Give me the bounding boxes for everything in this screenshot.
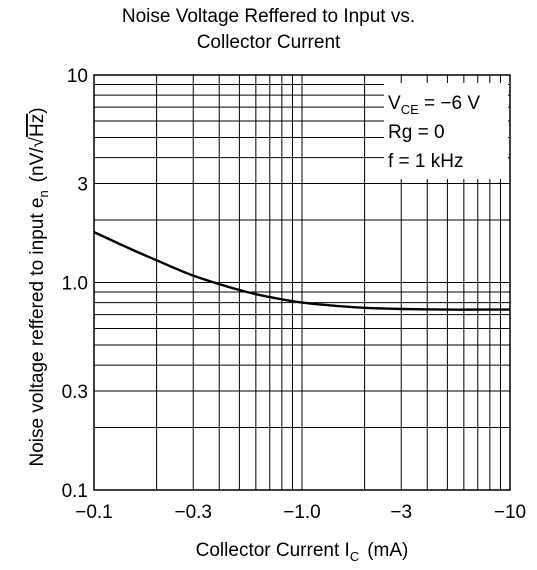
x-tick-label: −3 [390,502,412,523]
y-tick-label: 0.3 [62,382,88,403]
annotation-text: f = 1 kHz [388,151,464,172]
series-group [93,231,510,311]
y-axis-label-unit-pre: (nV/√ [27,136,48,182]
y-tick-label: 3 [77,174,88,195]
x-axis-label: Collector Current IC (mA) [196,540,409,564]
annotation-text: Rg = 0 [388,122,445,143]
y-tick-label: 10 [67,66,88,87]
y-axis-label: Noise voltage reffered to input en (nV/√H… [27,107,51,466]
plot-frame [93,74,511,491]
y-axis-label-unit-post: ) [27,107,48,113]
y-tick-label: 1.0 [62,274,88,295]
x-tick-label: −0.3 [174,502,212,523]
chart-title-line-2: Collector Current [196,32,341,53]
annotations: VCE = −6 V Rg = 0 f = 1 kHz [388,93,480,172]
annotation-box [384,83,508,179]
x-axis-label-sub: C [350,549,359,564]
y-tick-label: 0.1 [62,481,88,502]
x-axis-label-main: Collector Current I [196,540,350,561]
x-tick-label: −0.1 [75,502,113,523]
y-axis-label-unit-hz: Hz [27,114,48,137]
y-axis-label-sub: n [36,190,51,197]
y-axis-label-main: Noise voltage reffered to input e [27,198,48,467]
x-tick-label: −1.0 [283,502,321,523]
noise-voltage-curve [93,231,510,311]
annotation-text: VCE = −6 V [388,93,480,117]
x-tick-label: −10 [494,502,526,523]
y-tick-labels: 0.1 0.3 1.0 3 10 [62,66,88,502]
chart-title-line-1: Noise Voltage Reffered to Input vs. [121,6,416,27]
x-axis-label-unit: (mA) [367,540,408,561]
x-tick-labels: −0.1 −0.3 −1.0 −3 −10 [75,502,526,523]
annotation-background [384,83,508,179]
